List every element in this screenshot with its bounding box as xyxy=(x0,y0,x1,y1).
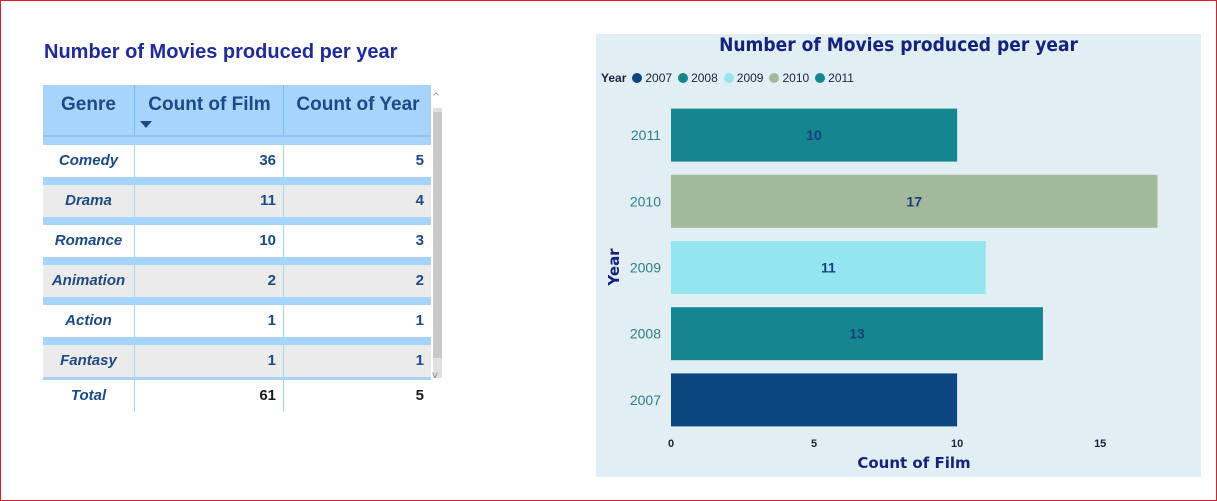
count-film-cell: 11 xyxy=(134,185,284,217)
sort-descending-icon[interactable] xyxy=(140,121,152,128)
genre-cell: Drama xyxy=(65,192,112,209)
count-film-cell: 36 xyxy=(134,145,284,177)
legend-title: Year xyxy=(601,71,627,85)
genre-cell: Animation xyxy=(51,272,126,289)
genre-cell: Fantasy xyxy=(60,352,117,369)
legend-dot-icon xyxy=(632,73,643,83)
legend-item[interactable]: 2007 xyxy=(632,71,672,85)
count-year-cell: 4 xyxy=(283,185,432,217)
y-tick-label: 2011 xyxy=(631,127,661,143)
count-year-cell: 2 xyxy=(283,265,432,297)
y-tick-label: 2010 xyxy=(630,193,661,209)
legend-label: 2011 xyxy=(828,71,854,85)
legend-item[interactable]: 2009 xyxy=(723,71,764,85)
scroll-up-icon[interactable]: ^ xyxy=(432,92,441,103)
bar-2009[interactable] xyxy=(671,241,986,294)
legend-label: 2007 xyxy=(645,71,673,85)
count-film-cell: 2 xyxy=(134,265,284,297)
bar-2011[interactable] xyxy=(671,108,958,162)
table-row[interactable]: Fantasy 1 1 xyxy=(43,337,431,377)
scroll-down-icon[interactable]: v xyxy=(432,370,438,381)
y-tick-label: 2008 xyxy=(630,326,661,342)
scrollbar-thumb[interactable] xyxy=(433,112,442,358)
chart-title: Number of Movies produced per year xyxy=(719,34,1078,56)
count-year-cell: 1 xyxy=(283,305,432,337)
x-axis-label: Count of Film xyxy=(857,454,970,472)
y-tick-label: 2007 xyxy=(630,392,661,408)
legend-dot-icon xyxy=(769,73,780,83)
legend-label: 2008 xyxy=(691,71,718,85)
genre-cell: Comedy xyxy=(58,152,119,169)
data-label: 13 xyxy=(849,326,865,342)
legend-dot-icon xyxy=(815,73,826,83)
y-tick-label: 2009 xyxy=(630,260,661,276)
count-film-cell: 1 xyxy=(134,305,284,337)
legend-item[interactable]: 2010 xyxy=(769,71,809,85)
genre-table: Genre Count of Film Count of Year Comedy… xyxy=(43,85,431,412)
table-row[interactable]: Action 1 1 xyxy=(43,297,431,337)
legend-item[interactable]: 2011 xyxy=(815,71,854,85)
bar-2008[interactable] xyxy=(671,307,1043,361)
table-header: Genre Count of Film Count of Year xyxy=(43,85,431,137)
total-label: Total xyxy=(70,387,107,404)
bar-chart-svg: 2011 10 2010 17 2009 11 2008 13 2007 0 5 10 15 Count … xyxy=(605,108,1158,472)
count-year-cell: 1 xyxy=(283,345,432,377)
legend-label: 2010 xyxy=(782,71,810,85)
x-tick-label: 0 xyxy=(668,438,674,450)
table-row[interactable]: Drama 11 4 xyxy=(43,177,431,217)
genre-cell: Action xyxy=(65,312,112,329)
legend-dot-icon xyxy=(678,73,689,83)
x-tick-label: 5 xyxy=(811,438,817,450)
count-film-cell: 1 xyxy=(134,345,284,377)
table-total-row: Total 61 5 xyxy=(43,377,431,412)
total-count-year: 5 xyxy=(283,380,432,412)
y-axis-label: Year xyxy=(605,248,623,287)
data-label: 10 xyxy=(806,127,822,143)
legend-item[interactable]: 2008 xyxy=(678,71,718,85)
table-title: Number of Movies produced per year xyxy=(44,41,398,63)
bar-2010[interactable] xyxy=(671,174,1158,228)
data-label: 11 xyxy=(821,260,836,276)
header-count-of-film[interactable]: Count of Film xyxy=(134,85,284,135)
table-row[interactable]: Romance 10 3 xyxy=(43,217,431,257)
genre-cell: Romance xyxy=(54,232,123,249)
count-film-cell: 10 xyxy=(134,225,284,257)
data-label: 17 xyxy=(906,193,922,209)
x-tick-label: 10 xyxy=(951,438,963,450)
table-row[interactable]: Comedy 36 5 xyxy=(43,137,431,177)
count-year-cell: 5 xyxy=(283,145,432,177)
chart-legend: Year 2007 2008 2009 2010 2011 xyxy=(601,70,860,86)
count-year-cell: 3 xyxy=(283,225,432,257)
x-tick-label: 15 xyxy=(1094,438,1106,450)
bar-chart-panel: Number of Movies produced per year Year … xyxy=(596,34,1201,477)
table-row[interactable]: Animation 2 2 xyxy=(43,257,431,297)
total-count-film: 61 xyxy=(134,380,284,412)
header-count-of-year[interactable]: Count of Year xyxy=(283,85,432,135)
legend-label: 2009 xyxy=(736,71,764,85)
bar-2007[interactable] xyxy=(671,373,958,427)
legend-dot-icon xyxy=(723,73,734,83)
header-genre[interactable]: Genre xyxy=(61,94,116,115)
